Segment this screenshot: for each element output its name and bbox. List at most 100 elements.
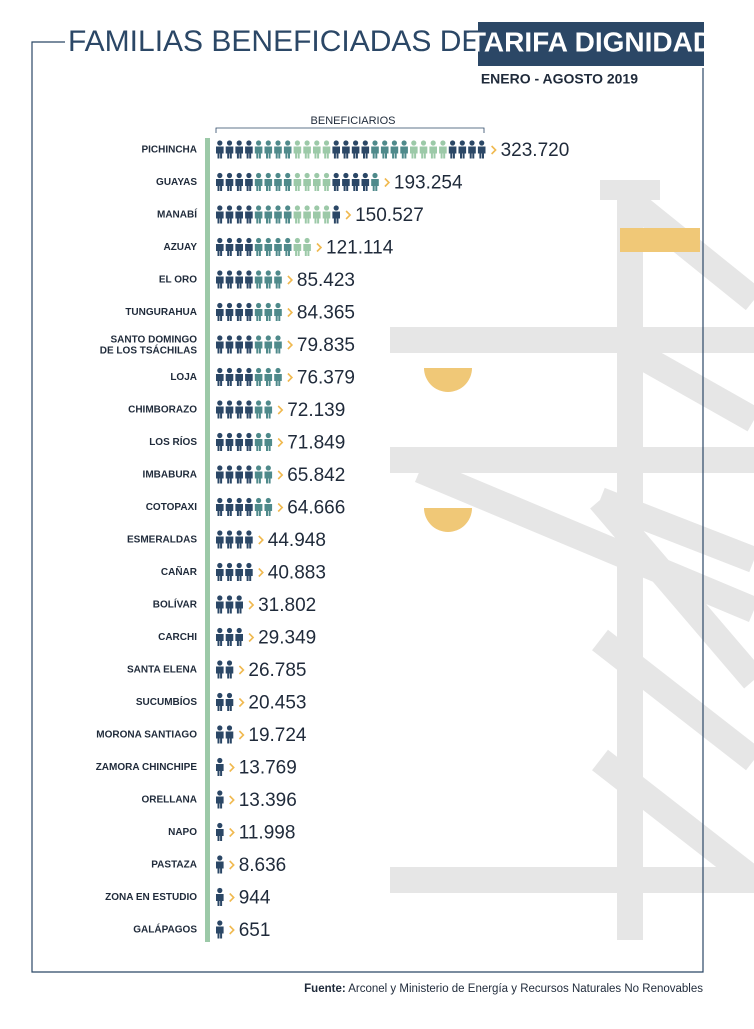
icon-head [217,205,223,211]
person-icon [216,335,224,354]
person-icon [235,562,243,581]
icon-head [265,497,271,504]
icon-head [314,140,320,146]
icon-head [304,237,310,244]
icon-body [216,244,224,256]
person-icon [283,237,292,256]
category-label: ORELLANA [141,795,197,806]
icon-body [216,146,224,159]
person-icon [264,335,273,354]
person-icon [264,432,273,451]
value-label: 29.349 [258,628,316,649]
value-label: 11.998 [239,823,296,844]
icon-head [246,562,252,569]
icon-body [225,374,234,386]
arrow [258,567,264,578]
icon-head [217,757,223,764]
person-icon [254,400,263,419]
icon-body [216,861,224,874]
category-label: PICHINCHA [141,145,197,156]
icon-body [225,536,234,549]
icon-head [265,237,271,244]
icon-body [235,601,243,614]
icon-body [225,699,234,711]
icon-head [226,400,233,406]
icon-head [236,432,242,439]
icon-head [256,400,262,406]
category-label: MORONA SANTIAGO [96,730,197,741]
person-icon [216,367,224,386]
person-icon [293,140,302,159]
value-label: 85.423 [297,270,355,291]
person-icon [254,172,263,191]
person-icon [264,367,273,386]
person-icon [293,237,302,256]
icon-head [256,302,262,309]
icon-body [235,211,243,224]
person-icon [245,562,253,581]
person-icon [264,140,273,159]
icon-body [216,569,224,581]
icon-head [236,335,242,341]
person-icon [254,432,263,451]
person-icon [216,140,224,159]
icon-body [293,211,302,224]
person-icon [216,205,224,224]
icon-body [293,179,302,191]
icon-head [246,497,252,504]
icon-head [275,140,281,146]
icon-body [245,309,253,321]
icon-body [274,374,282,386]
icon-head [285,140,291,146]
icon-body [216,276,224,289]
icon-body [216,309,224,321]
icon-bar [216,757,224,776]
icon-body [245,146,253,159]
person-icon [283,205,292,224]
icon-head [411,140,417,146]
icon-body [225,439,234,451]
person-icon [225,627,234,646]
arrow [248,600,255,610]
person-icon [274,302,282,321]
icon-head [265,140,271,146]
icon-body [254,179,263,191]
icon-body [303,211,311,224]
icon-body [216,439,224,451]
person-icon [235,237,243,256]
icon-body [225,471,234,484]
category-label: NAPO [168,827,197,838]
icon-body [235,374,243,386]
icon-head [246,270,252,276]
icon-head [265,205,271,211]
value-label: 944 [239,888,271,909]
icon-head [304,140,310,146]
icon-body [235,341,243,354]
person-icon [322,172,331,191]
icon-head [226,465,233,471]
icon-head [265,367,271,374]
icon-bar [216,497,273,516]
icon-head [265,465,271,471]
person-icon [361,140,370,159]
person-icon [216,660,224,679]
value-label: 26.785 [248,660,306,681]
icon-body [235,471,243,484]
category-line: SANTO DOMINGO [111,334,198,345]
person-icon [342,140,350,159]
icon-head [236,140,242,146]
person-icon [245,335,253,354]
icon-head [256,237,262,244]
icon-body [216,829,224,841]
arrow [238,730,245,740]
icon-body [225,276,234,289]
icon-head [265,335,271,341]
icon-head [333,205,339,211]
person-icon [274,270,282,289]
icon-bar [216,367,282,386]
person-icon [216,530,224,549]
person-icon [225,270,234,289]
icon-body [225,504,234,516]
icon-head [285,172,291,179]
icon-head [217,432,223,439]
